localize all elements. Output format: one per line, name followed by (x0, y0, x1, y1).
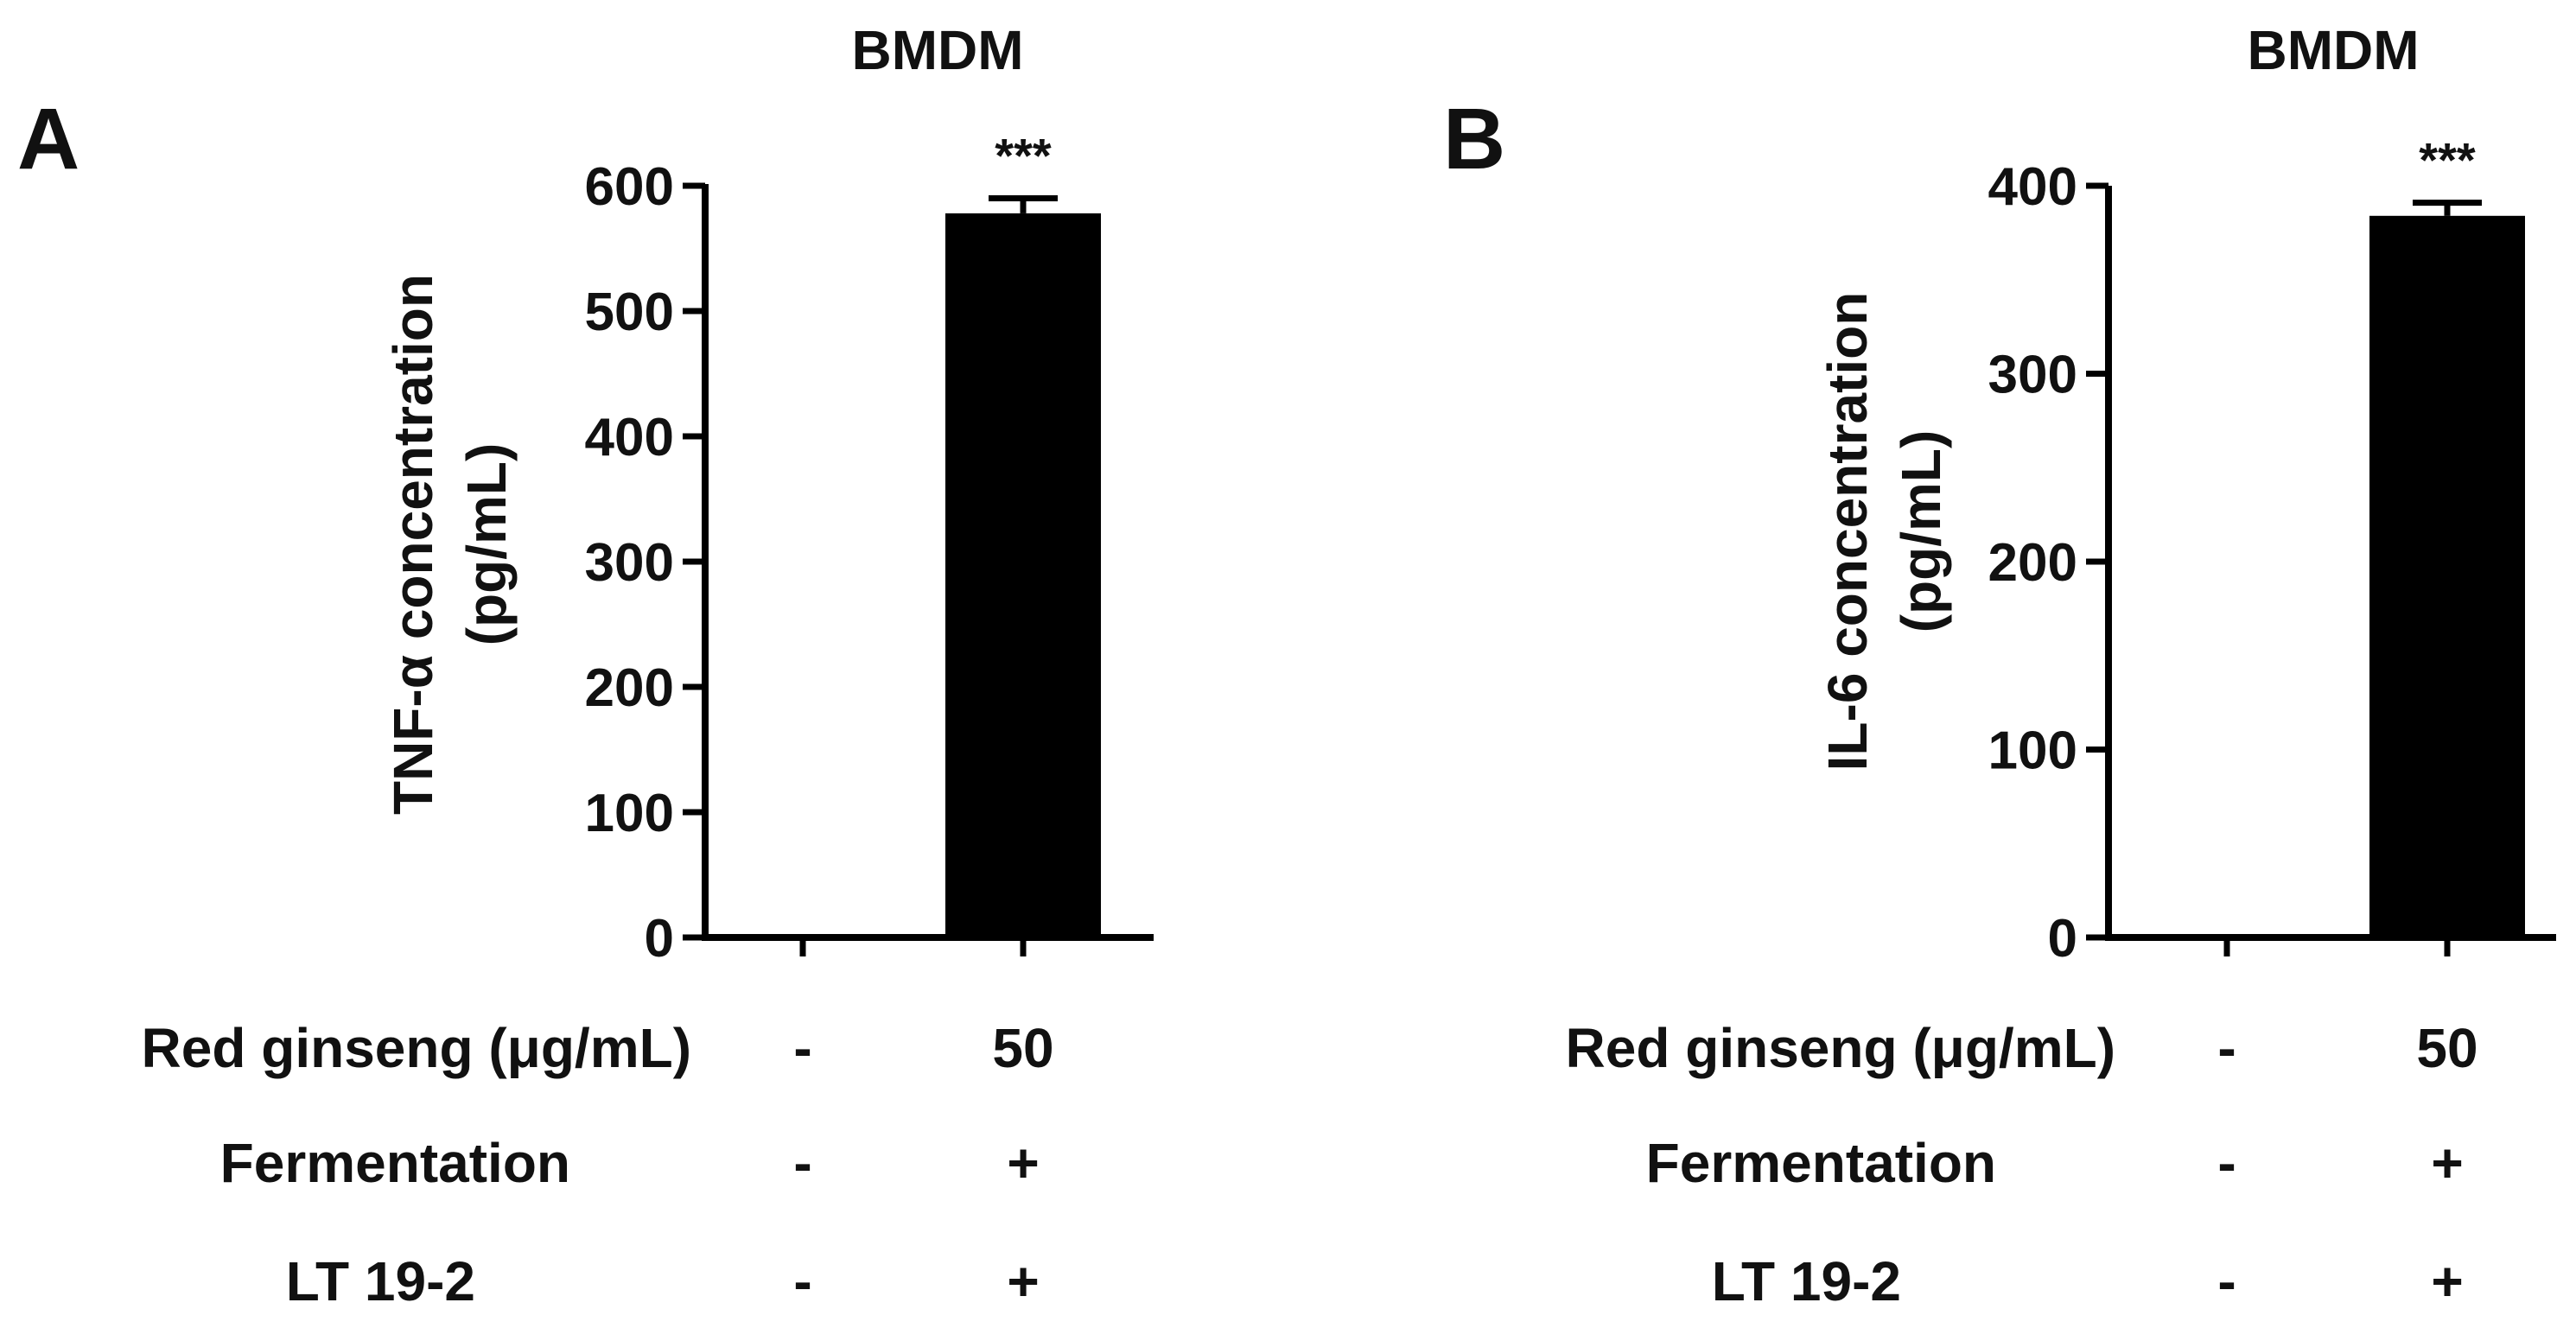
condition-value: - (2217, 1250, 2236, 1312)
y-tick-label: 0 (2048, 909, 2077, 969)
condition-value: + (1007, 1250, 1039, 1312)
condition-value: - (793, 1250, 811, 1312)
y-axis-label-line1: TNF-α concentration (382, 274, 444, 815)
condition-value: - (2217, 1017, 2236, 1079)
condition-value: - (2217, 1132, 2236, 1194)
y-tick-label: 100 (585, 784, 674, 843)
y-ticks: 0 100 200 300 400 500 600 (585, 157, 705, 969)
condition-value: 50 (2416, 1017, 2477, 1079)
bar-treated (2369, 215, 2525, 938)
condition-value: + (2431, 1132, 2463, 1194)
condition-value: - (793, 1132, 811, 1194)
condition-value: + (2431, 1250, 2463, 1312)
condition-label-red-ginseng: Red ginseng (μg/mL) (142, 1017, 691, 1079)
condition-label-fermentation: Fermentation (1646, 1132, 1996, 1194)
condition-label-fermentation: Fermentation (220, 1132, 570, 1194)
chart-title: BMDM (2247, 19, 2419, 81)
condition-value: + (1007, 1132, 1039, 1194)
y-ticks: 0 100 200 300 400 (1988, 157, 2109, 969)
y-tick-label: 200 (585, 658, 674, 718)
y-axis-label-line1: IL-6 concentration (1816, 292, 1879, 772)
panel-b: B BMDM IL-6 concentration (pg/mL) 0 100 20… (1443, 19, 2556, 1312)
panel-a: A BMDM TNF-α concentration (pg/mL) 0 100 2… (17, 19, 1154, 1312)
y-tick-label: 100 (1988, 721, 2077, 781)
significance-marker: *** (995, 129, 1052, 183)
y-tick-label: 300 (1988, 346, 2077, 405)
y-tick-label: 600 (585, 157, 674, 217)
y-tick-label: 300 (585, 533, 674, 593)
y-tick-label: 500 (585, 283, 674, 342)
y-tick-label: 0 (645, 909, 674, 969)
condition-label-lt19-2: LT 19-2 (286, 1250, 475, 1312)
y-tick-label: 200 (1988, 533, 2077, 593)
condition-label-lt19-2: LT 19-2 (1712, 1250, 1901, 1312)
y-axis-label-line2: (pg/mL) (1890, 430, 1952, 633)
significance-marker: *** (2419, 133, 2476, 187)
y-tick-label: 400 (1988, 157, 2077, 217)
y-tick-label: 400 (585, 408, 674, 467)
panel-label: A (17, 91, 80, 187)
condition-value: - (793, 1017, 811, 1079)
panel-label: B (1443, 91, 1505, 187)
condition-value: 50 (992, 1017, 1053, 1079)
y-axis-label-line2: (pg/mL) (455, 443, 518, 646)
condition-label-red-ginseng: Red ginseng (μg/mL) (1566, 1017, 2115, 1079)
bar-treated (945, 213, 1101, 937)
chart-title: BMDM (851, 19, 1023, 81)
